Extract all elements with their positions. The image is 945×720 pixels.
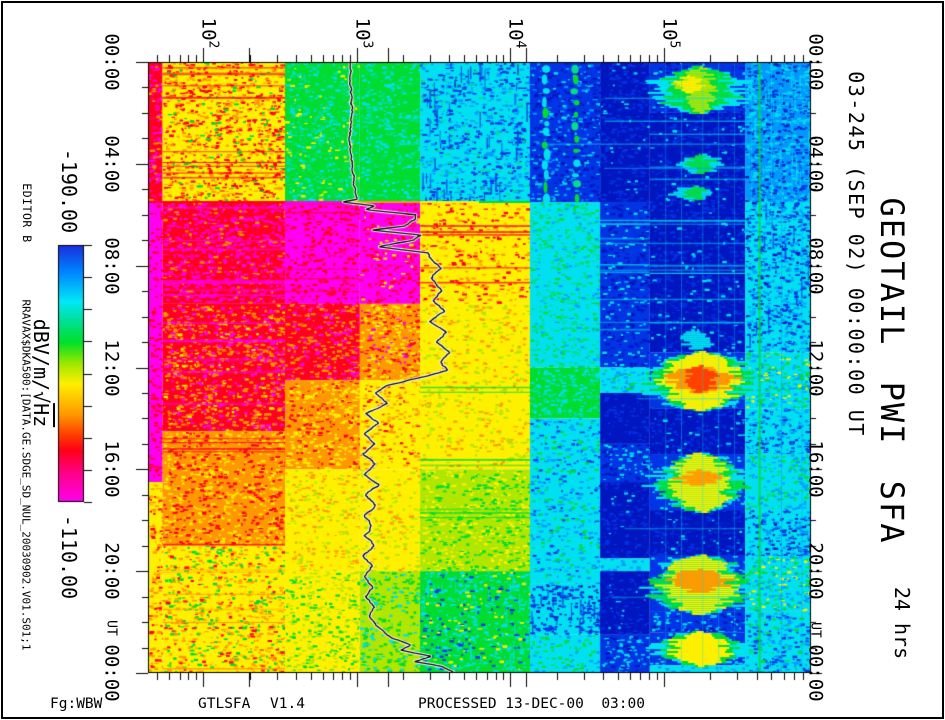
freq-label-exp: 4 [513,40,529,49]
editor-label: EDITOR B [19,183,34,243]
time-tick-label-right-3: 12:00 [804,338,827,397]
time-tick-label-left-0: 00:00 [100,33,123,91]
freq-tick-label-1: 103 [351,17,375,49]
time-unit-label-right: UT [807,622,823,638]
duration-label: 24 hrs [890,586,914,660]
colorbar-unit-label: dBV/m/√Hz [29,318,53,428]
time-tick-label-left-1: 04:00 [100,135,123,193]
footer-receiver-label: Fg:WBW [50,696,103,712]
footer-processed-label: PROCESSED 13-DEC-00 03:00 [418,696,645,712]
plot-date-label: 03-245 (SEP 02) 00:00:00 UT [844,71,868,437]
colorbar-min-label: -110.00 [57,514,81,600]
time-tick-label-right-6: 00:00 [804,644,827,702]
time-unit-label-left: UT [103,620,119,636]
freq-label-base: 10 [658,17,681,41]
time-tick-label-right-0: 00:00 [804,33,827,91]
footer-program-label: GTLSFA [198,696,251,712]
time-tick-label-left-3: 12:00 [100,338,123,397]
freq-label-base: 10 [504,17,527,41]
time-tick-label-right-2: 08:00 [804,237,827,295]
freq-label-exp: 5 [666,40,682,49]
colorbar-unit-root: Hz [29,403,53,428]
freq-label-base: 10 [197,17,220,41]
freq-tick-label-2: 104 [504,17,529,49]
freq-label-exp: 3 [359,40,375,49]
time-tick-label-right-1: 04:00 [804,135,827,193]
time-tick-label-left-2: 08:00 [100,237,123,295]
footer-version-label: V1.4 [270,696,305,712]
freq-tick-label-3: 105 [658,17,682,49]
time-tick-label-left-6: 00:00 [100,644,123,702]
time-tick-label-right-5: 20:00 [804,542,827,600]
plot-title: GEOTAIL PWI SFA [873,197,911,545]
time-tick-label-right-4: 16:00 [804,440,827,498]
freq-label-base: 10 [351,17,374,41]
time-tick-label-left-4: 16:00 [100,440,123,498]
time-tick-label-left-5: 20:00 [100,542,123,600]
colorbar-unit-prefix: dBV/m/√ [29,318,53,404]
freq-tick-label-0: 102 [197,17,221,49]
freq-label-exp: 2 [205,40,221,49]
colorbar-max-label: -190.00 [57,148,81,234]
